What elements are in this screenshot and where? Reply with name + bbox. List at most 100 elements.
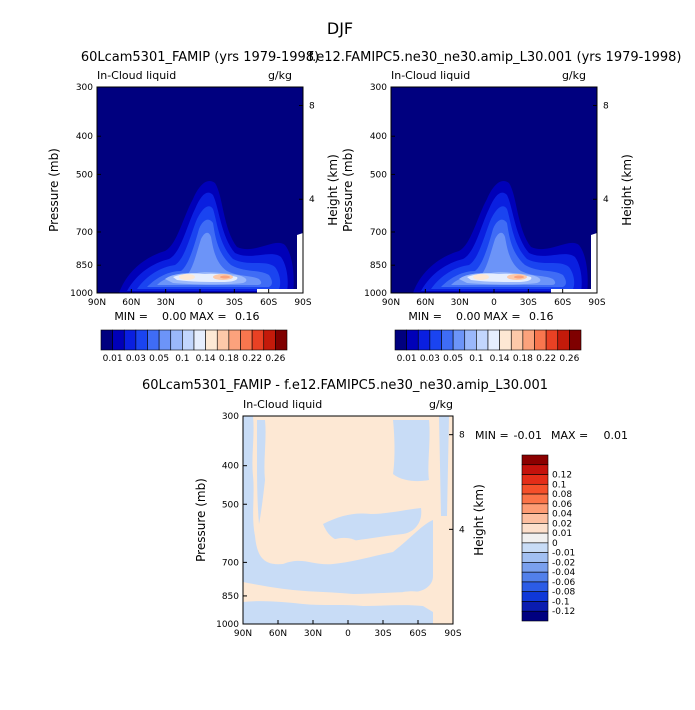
colorbar-swatch <box>521 523 549 534</box>
y-tick-label: 1000 <box>216 620 239 630</box>
panel-c-y-label: Pressure (mb) <box>194 478 208 562</box>
colorbar-swatch <box>521 513 549 524</box>
colorbar-swatch <box>557 329 570 351</box>
colorbar-swatch <box>521 601 549 612</box>
panel-b-axes: 90N 60N 30N 0 30S 60S 90S 300 400 500 700 850 1000 8 4 <box>364 83 609 308</box>
colorbar-label: 0.14 <box>490 354 510 364</box>
x-tick-label: 90N <box>234 629 252 639</box>
panel-a-plot-area <box>97 87 303 293</box>
panel-a-min-value: 0.00 <box>162 310 187 323</box>
colorbar-label: -0.08 <box>552 588 576 598</box>
y-right-tick-label: 8 <box>309 101 315 111</box>
x-tick-label: 0 <box>491 298 497 308</box>
x-tick-label: 60S <box>409 629 426 639</box>
colorbar-swatch <box>487 329 500 351</box>
colorbar-swatch <box>147 329 160 351</box>
y-tick-label: 700 <box>370 228 387 238</box>
colorbar-swatch <box>521 610 549 622</box>
panel-b-title: f.e12.FAMIPC5.ne30_ne30.amip_L30.001 (yr… <box>309 50 682 65</box>
panel-b-colorbar: 0.01 0.03 0.05 0.1 0.14 0.18 0.22 0.26 <box>394 329 582 364</box>
x-tick-label: 90S <box>294 298 311 308</box>
panel-c: 60Lcam5301_FAMIP - f.e12.FAMIPC5.ne30_ne… <box>142 378 628 639</box>
panel-a-y-label-right: Height (km) <box>326 154 340 225</box>
panel-a-min-label: MIN = <box>114 310 148 323</box>
colorbar-swatch <box>275 329 288 351</box>
colorbar-label: 0.01 <box>397 354 417 364</box>
panel-c-contour-field <box>243 416 453 624</box>
colorbar-swatch <box>521 474 549 485</box>
colorbar-label: 0.26 <box>559 354 579 364</box>
y-tick-label: 850 <box>76 261 93 271</box>
panel-a-max-value: 0.16 <box>235 310 260 323</box>
colorbar-swatch <box>534 329 547 351</box>
y-tick-label: 300 <box>222 412 239 422</box>
panel-c-min-label: MIN = <box>475 429 509 442</box>
x-tick-label: 30S <box>520 298 537 308</box>
panel-c-max-value: 0.01 <box>604 429 629 442</box>
colorbar-label: 0.18 <box>219 354 239 364</box>
figure-title: DJF <box>327 19 353 38</box>
colorbar-swatch <box>521 483 549 495</box>
y-tick-label: 400 <box>370 132 387 142</box>
x-tick-label: 30S <box>374 629 391 639</box>
colorbar-label: 0.26 <box>265 354 285 364</box>
panel-c-unit-label: g/kg <box>429 398 453 411</box>
colorbar-swatch <box>441 329 454 351</box>
x-tick-label: 90N <box>382 298 400 308</box>
colorbar-swatch <box>521 532 549 544</box>
panel-a-title: 60Lcam5301_FAMIP (yrs 1979-1998) <box>81 50 319 65</box>
x-tick-label: 60N <box>122 298 140 308</box>
panel-c-plot-area <box>243 416 453 624</box>
colorbar-label: 0.1 <box>552 480 566 490</box>
colorbar-swatch <box>394 329 407 351</box>
colorbar-swatch <box>216 329 230 351</box>
panel-a-max-label: MAX = <box>189 310 226 323</box>
panel-b-plot-area <box>391 87 597 293</box>
y-right-tick-label: 8 <box>459 431 465 441</box>
y-tick-label: 1000 <box>364 289 387 299</box>
colorbar-swatch <box>135 329 148 351</box>
panel-b-unit-label: g/kg <box>562 69 586 82</box>
panel-b-max-label: MAX = <box>483 310 520 323</box>
colorbar-label: 0.04 <box>552 510 572 520</box>
x-tick-label: 0 <box>345 629 351 639</box>
colorbar-label: 0.18 <box>513 354 533 364</box>
y-tick-label: 500 <box>76 170 93 180</box>
colorbar-label: 0.14 <box>196 354 216 364</box>
colorbar-label: 0.1 <box>469 354 483 364</box>
y-tick-label: 300 <box>76 83 93 93</box>
x-tick-label: 60S <box>554 298 571 308</box>
y-tick-label: 400 <box>76 132 93 142</box>
colorbar-swatch <box>406 329 419 351</box>
x-tick-label: 90S <box>588 298 605 308</box>
x-tick-label: 60N <box>269 629 287 639</box>
colorbar-swatch <box>521 503 549 514</box>
colorbar-swatch <box>240 329 253 351</box>
y-right-tick-label: 4 <box>459 525 465 535</box>
panel-a-colorbar: 0.01 0.03 0.05 0.1 0.14 0.18 0.22 0.26 <box>100 329 288 364</box>
colorbar-label: -0.1 <box>552 597 570 607</box>
colorbar-label: 0.12 <box>552 471 572 481</box>
colorbar-swatch <box>499 329 512 351</box>
y-tick-label: 850 <box>222 592 239 602</box>
colorbar-swatch <box>569 329 582 351</box>
colorbar-label: 0.05 <box>443 354 463 364</box>
colorbar-swatch <box>521 464 549 475</box>
panel-b-min-value: 0.00 <box>456 310 481 323</box>
colorbar-swatch <box>521 542 549 553</box>
colorbar-swatch <box>123 329 137 351</box>
panel-a-y-label: Pressure (mb) <box>47 148 61 232</box>
x-tick-label: 60N <box>416 298 434 308</box>
colorbar-swatch <box>182 329 195 351</box>
colorbar-swatch <box>417 329 431 351</box>
x-tick-label: 30S <box>226 298 243 308</box>
y-tick-label: 1000 <box>70 289 93 299</box>
panel-c-colorbar: 0.120.10.080.060.040.020.010-0.01-0.02-0… <box>521 454 576 622</box>
colorbar-swatch <box>263 329 276 351</box>
colorbar-label: 0.05 <box>149 354 169 364</box>
colorbar-swatch <box>158 329 172 351</box>
panel-a-axes: 90N 60N 30N 0 30S 60S 90S 300 400 500 700 850 1000 8 4 <box>70 83 315 308</box>
colorbar-label: 0.08 <box>552 490 572 500</box>
colorbar-label: 0.02 <box>552 519 572 529</box>
